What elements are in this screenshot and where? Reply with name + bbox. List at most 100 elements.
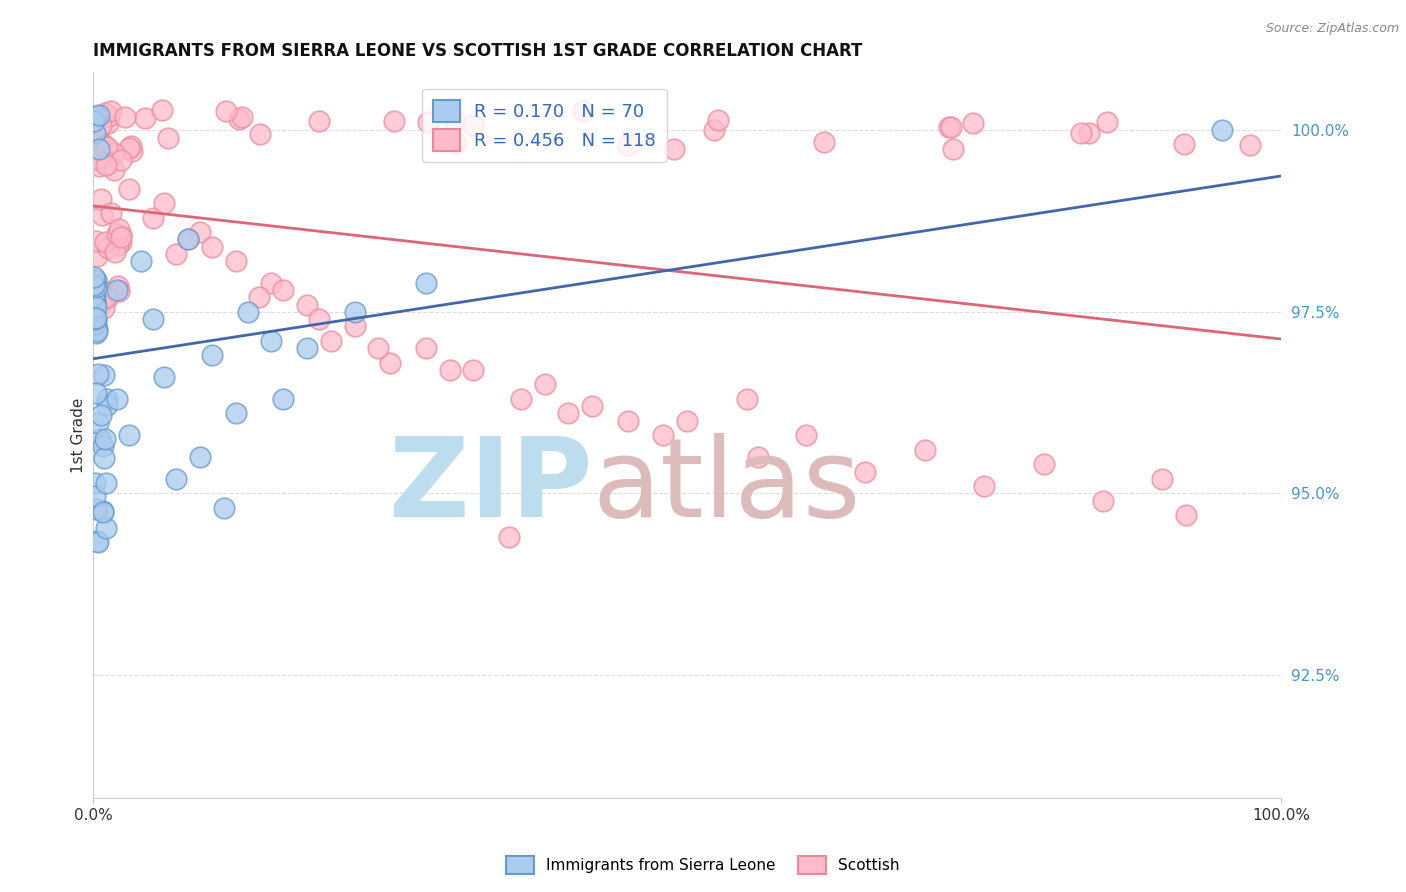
Point	[84, 318, 107, 333]
Point	[118, 141, 141, 155]
Point	[93, 138, 115, 153]
Point	[97, 290, 120, 304]
Point	[97, 241, 120, 255]
Point	[914, 442, 936, 457]
Point	[107, 279, 129, 293]
Point	[94, 433, 117, 447]
Point	[942, 142, 965, 156]
Point	[153, 196, 176, 211]
Point	[662, 142, 685, 156]
Point	[973, 479, 995, 493]
Point	[157, 131, 180, 145]
Point	[94, 106, 117, 120]
Point	[103, 145, 125, 160]
Point	[225, 254, 247, 268]
Point	[87, 417, 110, 431]
Point	[86, 502, 108, 516]
Point	[118, 428, 141, 442]
Point	[581, 399, 603, 413]
Point	[82, 302, 104, 317]
Point	[83, 114, 105, 128]
Text: atlas: atlas	[592, 433, 860, 540]
Point	[83, 295, 105, 310]
Point	[84, 275, 107, 289]
Point	[343, 305, 366, 319]
Point	[1097, 115, 1119, 129]
Point	[378, 356, 401, 370]
Point	[703, 123, 725, 137]
Point	[83, 270, 105, 285]
Point	[938, 120, 960, 134]
Point	[461, 118, 484, 132]
Point	[87, 108, 110, 122]
Point	[86, 109, 108, 123]
Point	[444, 136, 467, 150]
Point	[104, 245, 127, 260]
Point	[295, 341, 318, 355]
Point	[91, 136, 114, 151]
Point	[249, 290, 271, 304]
Point	[1239, 138, 1261, 153]
Point	[1091, 493, 1114, 508]
Point	[86, 386, 108, 401]
Point	[463, 363, 485, 377]
Point	[84, 234, 107, 248]
Point	[142, 312, 165, 326]
Point	[1173, 137, 1195, 152]
Point	[84, 312, 107, 326]
Point	[101, 285, 124, 299]
Point	[83, 476, 105, 491]
Point	[96, 476, 118, 491]
Point	[82, 299, 104, 313]
Point	[84, 321, 107, 335]
Point	[794, 428, 817, 442]
Point	[84, 311, 107, 326]
Point	[105, 227, 128, 241]
Point	[86, 322, 108, 336]
Point	[84, 314, 107, 328]
Point	[100, 206, 122, 220]
Point	[110, 227, 132, 242]
Point	[114, 110, 136, 124]
Point	[165, 472, 187, 486]
Point	[100, 103, 122, 118]
Point	[308, 114, 330, 128]
Point	[96, 140, 118, 154]
Point	[319, 334, 342, 348]
Point	[89, 135, 111, 149]
Point	[93, 450, 115, 465]
Point	[84, 127, 107, 141]
Point	[260, 334, 283, 348]
Point	[86, 534, 108, 549]
Point	[1152, 472, 1174, 486]
Point	[616, 138, 638, 153]
Point	[295, 298, 318, 312]
Point	[94, 521, 117, 535]
Point	[616, 414, 638, 428]
Point	[533, 377, 555, 392]
Point	[367, 341, 389, 355]
Point	[103, 163, 125, 178]
Point	[84, 490, 107, 504]
Point	[89, 298, 111, 312]
Point	[735, 392, 758, 406]
Point	[84, 289, 107, 303]
Point	[96, 398, 118, 412]
Point	[249, 127, 271, 141]
Point	[962, 116, 984, 130]
Point	[93, 368, 115, 382]
Point	[236, 305, 259, 319]
Point	[107, 237, 129, 252]
Point	[110, 235, 132, 250]
Point	[87, 534, 110, 549]
Point	[84, 317, 107, 331]
Point	[84, 280, 107, 294]
Point	[225, 407, 247, 421]
Point	[86, 249, 108, 263]
Point	[188, 450, 211, 464]
Point	[84, 300, 107, 314]
Point	[201, 239, 224, 253]
Text: ZIP: ZIP	[388, 433, 592, 540]
Point	[97, 115, 120, 129]
Point	[105, 392, 128, 406]
